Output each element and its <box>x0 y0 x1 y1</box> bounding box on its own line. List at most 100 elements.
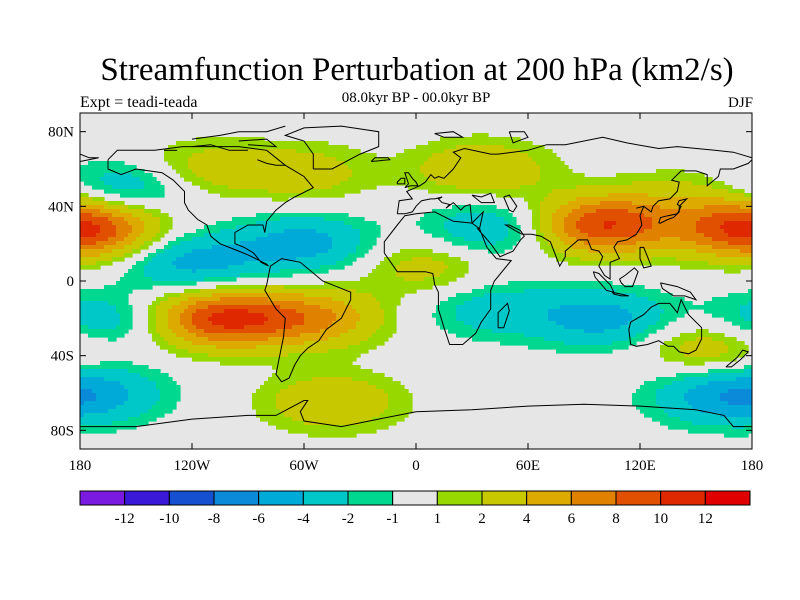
contour-cell <box>420 217 449 222</box>
contour-cell <box>308 433 357 438</box>
contour-cell <box>540 201 569 206</box>
contour-cell <box>324 153 377 158</box>
contour-cell <box>204 149 297 154</box>
contour-cell <box>148 253 157 258</box>
contour-cell <box>684 377 737 382</box>
contour-cell <box>656 389 689 394</box>
contour-cell <box>268 233 329 238</box>
contour-cell <box>80 425 137 430</box>
contour-cell <box>168 321 181 326</box>
contour-cell <box>148 325 157 330</box>
contour-cell <box>492 329 585 334</box>
contour-cell <box>428 141 533 146</box>
contour-cell <box>80 305 117 310</box>
contour-cell <box>296 309 333 314</box>
contour-cell <box>148 377 173 382</box>
contour-cell <box>424 277 457 282</box>
contour-cell <box>556 209 573 214</box>
contour-cell <box>128 369 161 374</box>
contour-cell <box>164 249 193 254</box>
contour-cell <box>552 225 565 230</box>
contour-cell <box>536 181 633 186</box>
contour-cell <box>696 329 709 334</box>
contour-cell <box>372 417 405 422</box>
contour-cell <box>740 313 752 318</box>
contour-cell <box>424 173 541 178</box>
contour-cell <box>436 309 457 314</box>
contour-cell <box>144 273 241 278</box>
contour-cell <box>504 217 517 222</box>
contour-cell <box>320 305 353 310</box>
contour-cell <box>360 317 385 322</box>
contour-cell <box>208 317 269 322</box>
coastline <box>434 131 465 138</box>
contour-cell <box>448 329 493 334</box>
contour-cell <box>296 381 369 386</box>
contour-cell <box>320 329 349 334</box>
contour-cell <box>656 393 685 398</box>
contour-cell <box>424 229 449 234</box>
contour-cell <box>744 317 752 322</box>
contour-cell <box>720 397 752 402</box>
contour-cell <box>284 285 433 290</box>
contour-cell <box>172 261 245 266</box>
contour-cell <box>192 321 213 326</box>
contour-cell <box>748 301 752 306</box>
contour-cell <box>272 373 385 378</box>
coastline <box>404 172 419 189</box>
contour-cell <box>80 265 101 270</box>
contour-cell <box>216 221 257 226</box>
contour-cell <box>528 345 629 350</box>
contour-cell <box>656 169 685 174</box>
contour-cell <box>256 389 281 394</box>
contour-cell <box>132 225 145 230</box>
contour-cell <box>124 253 133 258</box>
contour-cell <box>664 385 697 390</box>
contour-cell <box>144 257 153 262</box>
contour-cell <box>448 265 469 270</box>
contour-cell <box>164 245 173 250</box>
contour-cell <box>104 189 165 194</box>
contour-cell <box>220 297 269 302</box>
colorbar-label: -12 <box>115 511 135 527</box>
contour-cell <box>580 229 645 234</box>
contour-cell <box>80 417 129 422</box>
contour-cell <box>288 385 377 390</box>
contour-cell <box>696 221 725 226</box>
contour-cell <box>224 325 245 330</box>
contour-cell <box>92 197 105 202</box>
contour-cell <box>668 425 733 430</box>
contour-cell <box>80 317 121 322</box>
contour-cell <box>532 217 541 222</box>
contour-cell <box>664 409 701 414</box>
contour-cell <box>688 429 752 434</box>
colorbar: -12 -10 -8 -6 -4 -2 -1 1 2 4 6 8 10 12 <box>79 490 751 527</box>
contour-cell <box>576 237 661 242</box>
contour-cell <box>504 237 521 242</box>
lon-tick-label: 0 <box>412 458 420 474</box>
contour-cell <box>148 329 157 334</box>
contour-cell <box>180 301 197 306</box>
contour-cell <box>88 333 125 338</box>
contour-cell <box>508 281 613 286</box>
contour-cell <box>192 269 197 274</box>
contour-cell <box>444 221 509 226</box>
contour-cell <box>80 329 129 334</box>
contour-cell <box>352 225 381 230</box>
contour-cell <box>556 257 581 262</box>
contour-cell <box>524 333 637 338</box>
contour-cell <box>80 173 105 178</box>
contour-cell <box>540 245 553 250</box>
colorbar-swatch <box>168 490 215 506</box>
contour-cell <box>80 217 109 222</box>
contour-cell <box>276 329 321 334</box>
contour-cell <box>180 293 213 298</box>
contour-cell <box>744 425 752 430</box>
contour-cell <box>204 233 269 238</box>
contour-cell <box>196 173 353 178</box>
contour-cell <box>676 373 709 378</box>
contour-cell <box>680 345 729 350</box>
contour-cell <box>184 325 197 330</box>
contour-cell <box>396 153 433 158</box>
